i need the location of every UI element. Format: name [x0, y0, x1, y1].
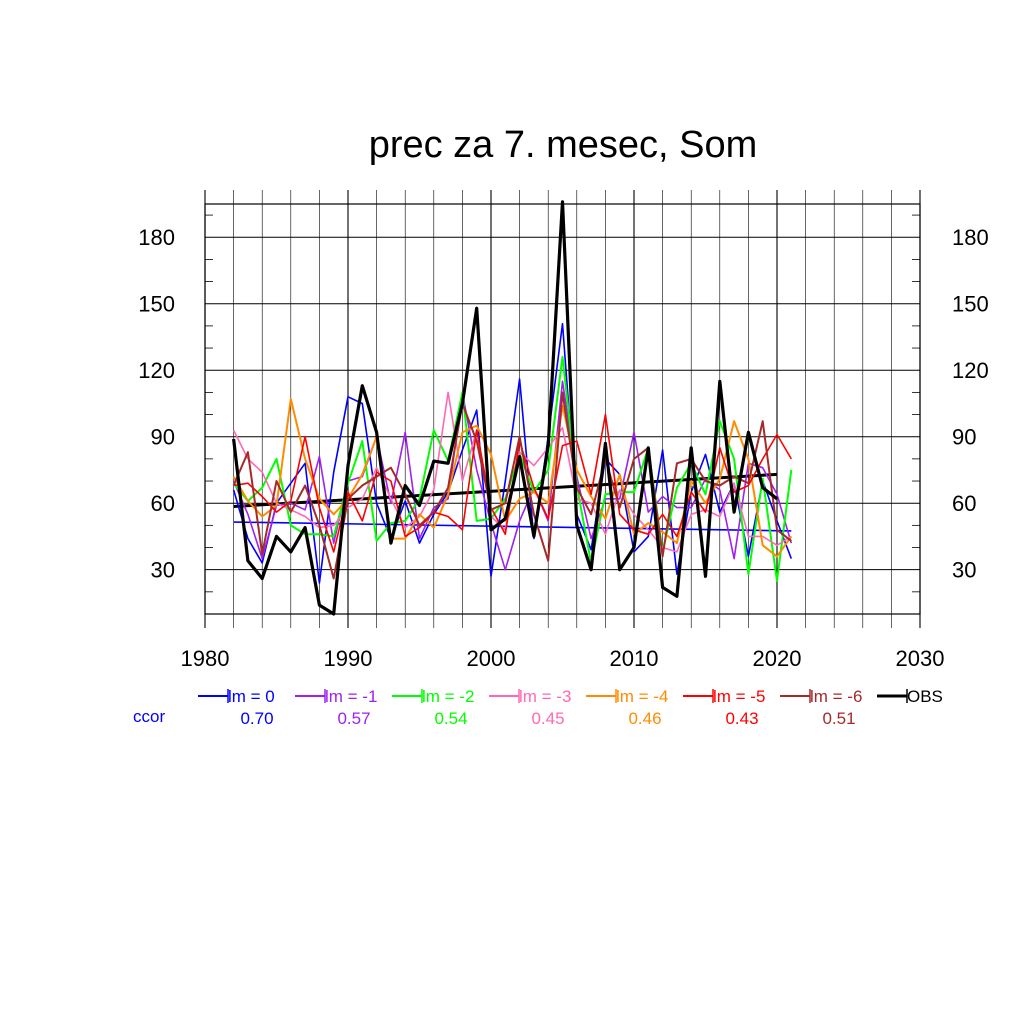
legend: ccor lm = 0 0.70 lm = -1 0.57 lm = -2 0.54 lm =…	[133, 687, 943, 728]
legend-label: lm = -3	[519, 687, 571, 706]
y-tick-label-right: 30	[952, 558, 976, 583]
y-tick-label-right: 90	[952, 425, 976, 450]
chart-title: prec za 7. mesec, Som	[369, 124, 758, 166]
y-tick-label-right: 150	[952, 292, 989, 317]
legend-label: lm = -6	[810, 687, 862, 706]
ccor-value: 0.43	[725, 709, 758, 728]
x-tick-label: 1990	[324, 646, 373, 671]
legend-label: lm = -1	[325, 687, 377, 706]
legend-label: lm = 0	[228, 687, 275, 706]
y-tick-label-right: 60	[952, 491, 976, 516]
y-tick-label-right: 180	[952, 225, 989, 250]
y-tick-label-left: 90	[151, 425, 175, 450]
y-tick-label-left: 150	[138, 292, 175, 317]
data-series	[232, 200, 793, 616]
ccor-value: 0.51	[822, 709, 855, 728]
y-tick-label-right: 120	[952, 358, 989, 383]
y-tick-label-left: 120	[138, 358, 175, 383]
series-line	[232, 200, 778, 616]
plot-border	[204, 203, 921, 615]
series-line	[232, 355, 793, 582]
x-tick-label: 2010	[610, 646, 659, 671]
axis-ticks: 30 30 60 60 90 90 120 120 150 150 180 180 1980 1990 20…	[138, 225, 988, 671]
ccor-value: 0.54	[434, 709, 467, 728]
y-tick-label-left: 60	[151, 491, 175, 516]
x-tick-label: 2000	[467, 646, 516, 671]
series-line	[232, 398, 793, 558]
ccor-value: 0.57	[337, 709, 370, 728]
y-tick-label-left: 180	[138, 225, 175, 250]
plot-frame	[204, 203, 921, 615]
legend-label: lm = -2	[422, 687, 474, 706]
x-tick-label: 2030	[896, 646, 945, 671]
y-tick-label-left: 30	[151, 558, 175, 583]
series-line	[232, 391, 792, 580]
ccor-label: ccor	[133, 707, 165, 726]
x-tick-label: 2020	[753, 646, 802, 671]
ccor-value: 0.70	[240, 709, 273, 728]
legend-label: lm = -4	[616, 687, 668, 706]
ccor-value: 0.45	[531, 709, 564, 728]
legend-label: OBS	[907, 687, 943, 706]
ccor-value: 0.46	[628, 709, 661, 728]
legend-label: lm = -5	[713, 687, 765, 706]
trend-line	[233, 472, 778, 509]
x-tick-label: 1980	[181, 646, 230, 671]
